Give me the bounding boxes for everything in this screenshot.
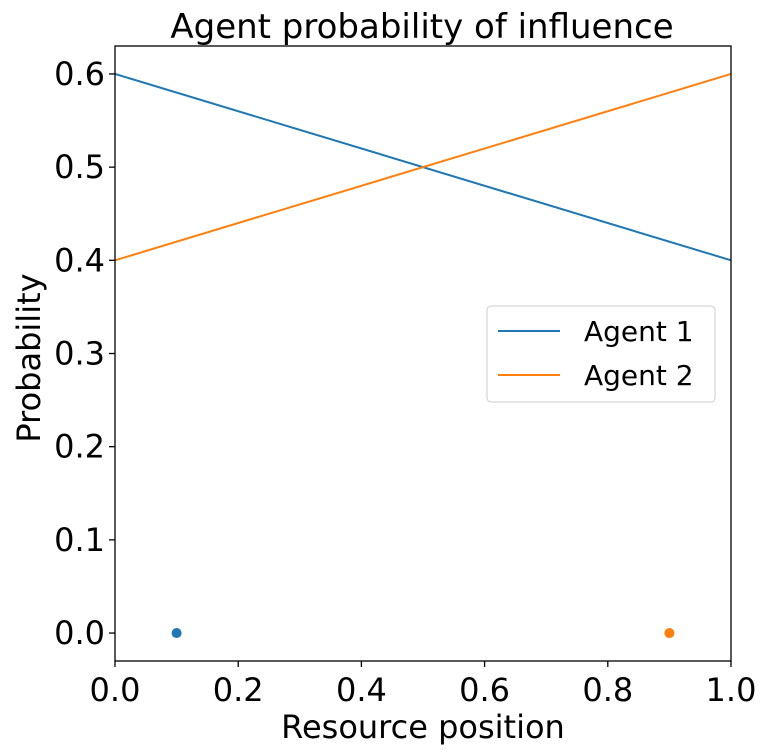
plot-area bbox=[114, 72, 732, 639]
x-tick-label: 0.4 bbox=[336, 671, 387, 709]
y-tick-label: 0.4 bbox=[54, 241, 105, 279]
y-tick-label: 0.1 bbox=[54, 521, 105, 559]
x-tick-label: 0.0 bbox=[90, 671, 141, 709]
x-axis-ticks: 0.0 0.2 0.4 0.6 0.8 1.0 bbox=[90, 661, 757, 709]
y-tick-label: 0.3 bbox=[54, 335, 105, 373]
y-axis-ticks: 0.0 0.1 0.2 0.3 0.4 0.5 0.6 bbox=[54, 55, 115, 652]
y-tick-label: 0.6 bbox=[54, 55, 105, 93]
x-tick-label: 0.6 bbox=[459, 671, 510, 709]
series-line-2 bbox=[114, 72, 732, 262]
y-axis-label: Probability bbox=[10, 273, 48, 442]
y-tick-label: 0.2 bbox=[54, 428, 105, 466]
chart-title: Agent probability of influence bbox=[170, 7, 673, 47]
x-axis-label: Resource position bbox=[281, 708, 565, 746]
x-tick-label: 1.0 bbox=[706, 671, 757, 709]
legend: Agent 1 Agent 2 bbox=[486, 305, 716, 403]
data-point-1 bbox=[171, 628, 182, 639]
y-tick-label: 0.0 bbox=[54, 614, 105, 652]
x-tick-label: 0.2 bbox=[213, 671, 264, 709]
data-point-2 bbox=[664, 628, 675, 639]
legend-label-2: Agent 2 bbox=[584, 359, 694, 392]
y-tick-label: 0.5 bbox=[54, 148, 105, 186]
legend-label-1: Agent 1 bbox=[584, 315, 694, 348]
x-tick-label: 0.8 bbox=[582, 671, 633, 709]
